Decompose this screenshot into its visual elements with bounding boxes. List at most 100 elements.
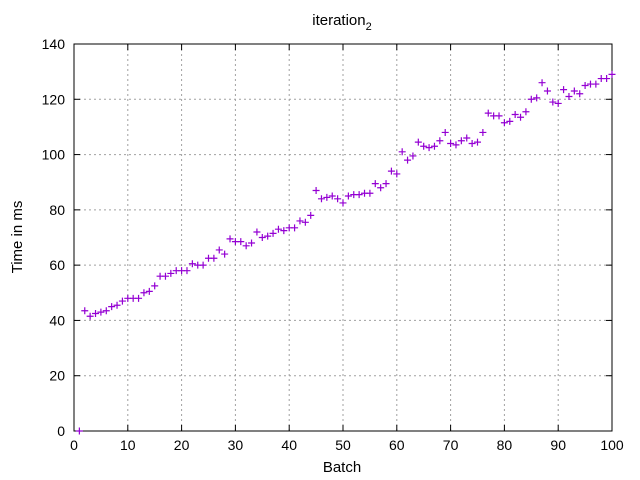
- data-point: [500, 119, 508, 127]
- data-point: [269, 229, 277, 237]
- data-point: [97, 308, 105, 316]
- chart-title: iteration2: [312, 12, 372, 33]
- y-tick-label: 120: [42, 91, 66, 107]
- data-point: [86, 312, 94, 320]
- data-point: [447, 140, 455, 148]
- data-point: [603, 75, 611, 83]
- data-point: [167, 269, 175, 277]
- data-point: [334, 195, 342, 203]
- data-point: [457, 137, 465, 145]
- data-point: [387, 167, 395, 175]
- x-tick-label: 70: [443, 437, 459, 453]
- y-tick-label: 80: [49, 202, 65, 218]
- data-point: [145, 287, 153, 295]
- data-point: [237, 238, 245, 246]
- data-point: [102, 307, 110, 315]
- data-point: [323, 193, 331, 201]
- data-point: [344, 192, 352, 200]
- y-tick-label: 0: [57, 423, 65, 439]
- data-point: [118, 297, 126, 305]
- x-tick-label: 40: [281, 437, 297, 453]
- x-tick-label: 20: [174, 437, 190, 453]
- data-point: [570, 87, 578, 95]
- data-point: [221, 250, 229, 258]
- data-point: [441, 128, 449, 136]
- data-point: [468, 140, 476, 148]
- x-tick-label: 30: [228, 437, 244, 453]
- y-tick-label: 40: [49, 312, 65, 328]
- data-point: [543, 87, 551, 95]
- data-point: [414, 138, 422, 146]
- data-point: [436, 137, 444, 145]
- data-point: [479, 128, 487, 136]
- data-point: [560, 86, 568, 94]
- data-point: [312, 187, 320, 195]
- data-point: [274, 225, 282, 233]
- data-point: [430, 142, 438, 150]
- x-tick-label: 90: [550, 437, 566, 453]
- data-point: [264, 232, 272, 240]
- data-point: [452, 141, 460, 149]
- data-point: [291, 224, 299, 232]
- data-point: [75, 427, 83, 435]
- data-point: [565, 93, 573, 101]
- data-point: [506, 117, 514, 125]
- data-point: [183, 267, 191, 275]
- data-point: [522, 108, 530, 116]
- data-point: [242, 242, 250, 250]
- data-point: [511, 110, 519, 118]
- y-tick-label: 140: [42, 36, 66, 52]
- y-axis-label: Time in ms: [9, 201, 26, 274]
- data-point: [135, 294, 143, 302]
- x-tick-label: 60: [389, 437, 405, 453]
- data-point: [608, 70, 616, 78]
- data-point: [533, 94, 541, 102]
- data-point: [215, 246, 223, 254]
- axis-ticks: 0 10 20 30 40 50 60 70 80 90 100 0 20 40 60 80 100 120 140: [42, 36, 624, 453]
- x-axis-label: Batch: [323, 459, 361, 476]
- data-point: [592, 80, 600, 88]
- data-point: [151, 282, 159, 290]
- data-point: [420, 142, 428, 150]
- data-point: [296, 217, 304, 225]
- data-point: [301, 218, 309, 226]
- data-point: [554, 99, 562, 107]
- data-point: [113, 301, 121, 309]
- data-point: [307, 211, 315, 219]
- y-tick-label: 20: [49, 368, 65, 384]
- data-point: [199, 261, 207, 269]
- data-points: [75, 70, 616, 435]
- data-point: [280, 227, 288, 235]
- y-tick-label: 100: [42, 147, 66, 163]
- data-point: [81, 307, 89, 315]
- data-point: [382, 180, 390, 188]
- data-point: [339, 199, 347, 207]
- data-point: [393, 170, 401, 178]
- data-point: [398, 148, 406, 156]
- data-point: [517, 113, 525, 121]
- data-point: [463, 134, 471, 142]
- data-point: [538, 79, 546, 87]
- data-point: [409, 152, 417, 160]
- data-point: [377, 184, 385, 192]
- data-point: [495, 112, 503, 120]
- data-point: [484, 109, 492, 117]
- data-point: [92, 310, 100, 318]
- data-point: [253, 228, 261, 236]
- data-point: [226, 235, 234, 243]
- data-point: [425, 144, 433, 152]
- data-point: [549, 98, 557, 106]
- x-tick-label: 50: [335, 437, 351, 453]
- data-point: [188, 260, 196, 268]
- data-point: [248, 239, 256, 247]
- x-tick-label: 80: [497, 437, 513, 453]
- data-point: [317, 195, 325, 203]
- x-tick-label: 10: [120, 437, 136, 453]
- data-point: [328, 192, 336, 200]
- data-point: [527, 95, 535, 103]
- data-point: [210, 254, 218, 262]
- y-tick-label: 60: [49, 257, 65, 273]
- x-tick-label: 100: [600, 437, 624, 453]
- data-point: [581, 81, 589, 89]
